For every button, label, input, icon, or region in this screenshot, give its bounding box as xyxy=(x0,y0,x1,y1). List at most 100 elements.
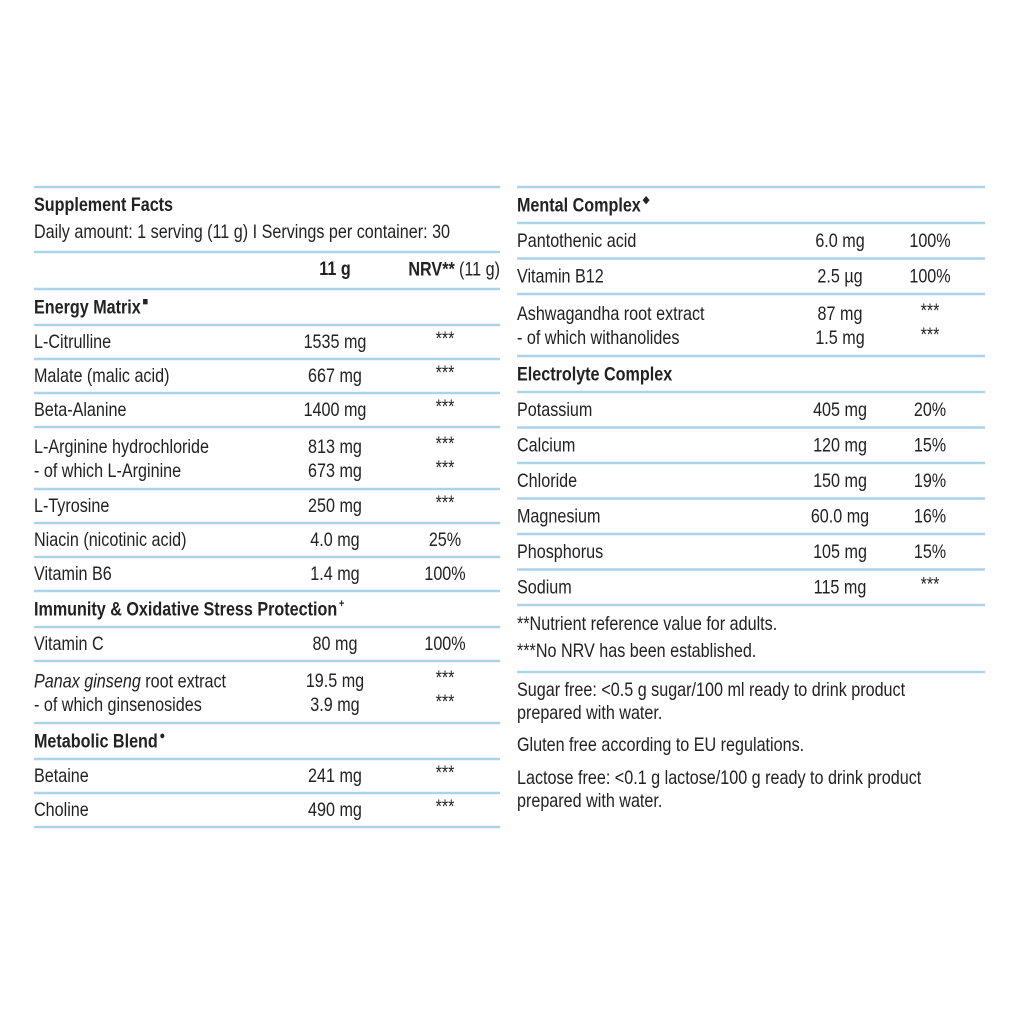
row-amount: 87 mg xyxy=(818,303,863,325)
row-nrv: 15% xyxy=(914,541,947,563)
row-nrv: *** xyxy=(436,396,455,418)
row-nrv: *** xyxy=(921,324,940,346)
row-nrv: 19% xyxy=(914,470,947,492)
heading-marker: ◆ xyxy=(642,194,649,206)
row-name: Ashwagandha root extract xyxy=(517,303,705,325)
row-amount: 1.4 mg xyxy=(310,563,359,585)
row-name: Phosphorus xyxy=(517,541,603,563)
row-name: L-Arginine hydrochloride xyxy=(34,436,209,458)
note: Lactose free: <0.1 g lactose/100 g ready… xyxy=(517,767,921,789)
row-name: Vitamin C xyxy=(34,633,104,655)
row-name-rest: root extract xyxy=(141,670,226,692)
row-nrv: 100% xyxy=(424,563,466,585)
note: Gluten free according to EU regulations. xyxy=(517,734,804,756)
row-nrv: *** xyxy=(436,328,455,350)
heading-text: Mental Complex xyxy=(517,194,641,216)
row-name: Chloride xyxy=(517,470,577,492)
row-nrv: 100% xyxy=(424,633,466,655)
heading-text: Immunity & Oxidative Stress Protection xyxy=(34,598,337,620)
row-name: L-Tyrosine xyxy=(34,495,110,517)
row-nrv: 25% xyxy=(429,529,462,551)
row-amount: 120 mg xyxy=(813,434,867,456)
title: Supplement Facts xyxy=(34,194,173,216)
row-nrv: 16% xyxy=(914,505,947,527)
heading-text: Energy Matrix xyxy=(34,296,141,318)
row-nrv: 100% xyxy=(909,230,951,252)
note: prepared with water. xyxy=(517,702,662,724)
row-amount: 250 mg xyxy=(308,495,362,517)
row-amount: 80 mg xyxy=(313,633,358,655)
row-amount: 4.0 mg xyxy=(310,529,359,551)
row-name: - of which L-Arginine xyxy=(34,460,181,482)
row-nrv: *** xyxy=(436,667,455,689)
row-name: - of which ginsenosides xyxy=(34,694,202,716)
section-heading: Mental Complex ◆ xyxy=(517,194,650,216)
row-nrv: *** xyxy=(921,300,940,322)
row-amount: 60.0 mg xyxy=(811,505,869,527)
footnote: **Nutrient reference value for adults. xyxy=(517,613,777,635)
heading-text: Electrolyte Complex xyxy=(517,363,672,385)
row-nrv: 100% xyxy=(909,265,951,287)
row-amount: 405 mg xyxy=(813,399,867,421)
row-amount: 115 mg xyxy=(814,576,867,598)
row-name: Calcium xyxy=(517,434,575,456)
row-amount: 1400 mg xyxy=(304,399,367,421)
row-amount: 6.0 mg xyxy=(815,230,864,252)
row-amount: 1535 mg xyxy=(304,331,367,353)
row-amount: 105 mg xyxy=(813,541,867,563)
header-nrv-label: NRV** xyxy=(408,258,454,280)
row-name: Vitamin B12 xyxy=(517,265,604,287)
row-nrv: 15% xyxy=(914,434,947,456)
row-nrv: *** xyxy=(436,433,455,455)
row-nrv: 20% xyxy=(914,399,947,421)
row-nrv: *** xyxy=(436,691,455,713)
row-amount: 1.5 mg xyxy=(815,327,864,349)
row-name: Malate (malic acid) xyxy=(34,365,169,387)
row-name-italic: Panax ginseng xyxy=(34,670,141,692)
footnote: ***No NRV has been established. xyxy=(517,640,756,662)
heading-marker: ■ xyxy=(142,296,148,308)
row-name: Panax ginseng root extract xyxy=(34,670,226,692)
row-amount: 3.9 mg xyxy=(310,694,359,716)
note: prepared with water. xyxy=(517,790,662,812)
header-nrv: NRV** (11 g) xyxy=(408,258,500,280)
row-nrv: *** xyxy=(436,762,455,784)
row-name: Magnesium xyxy=(517,505,600,527)
row-name: Sodium xyxy=(517,576,572,598)
row-nrv: *** xyxy=(436,362,455,384)
note: Sugar free: <0.5 g sugar/100 ml ready to… xyxy=(517,679,905,701)
row-name: - of which withanolides xyxy=(517,327,680,349)
row-nrv: *** xyxy=(436,796,455,818)
row-amount: 150 mg xyxy=(813,470,867,492)
row-name: Niacin (nicotinic acid) xyxy=(34,529,187,551)
row-amount: 19.5 mg xyxy=(306,670,364,692)
section-heading: Energy Matrix ■ xyxy=(34,296,148,318)
row-name: Beta-Alanine xyxy=(34,399,127,421)
section-heading: Electrolyte Complex xyxy=(517,363,672,385)
heading-text: Metabolic Blend xyxy=(34,730,158,752)
heading-marker: + xyxy=(339,598,344,610)
heading-marker: ● xyxy=(159,730,165,742)
serving-info: Daily amount: 1 serving (11 g) I Serving… xyxy=(34,221,450,243)
row-amount: 667 mg xyxy=(308,365,362,387)
row-nrv: *** xyxy=(436,492,455,514)
row-name: Pantothenic acid xyxy=(517,230,636,252)
row-name: Choline xyxy=(34,799,89,821)
row-name: L-Citrulline xyxy=(34,331,111,353)
row-name: Vitamin B6 xyxy=(34,563,112,585)
row-amount: 2.5 µg xyxy=(817,265,862,287)
row-amount: 490 mg xyxy=(308,799,362,821)
row-nrv: *** xyxy=(436,457,455,479)
section-heading: Immunity & Oxidative Stress Protection + xyxy=(34,598,344,620)
row-amount: 813 mg xyxy=(308,436,362,458)
header-amount: 11 g xyxy=(319,258,350,280)
row-name: Betaine xyxy=(34,765,89,787)
row-nrv: *** xyxy=(921,573,940,595)
row-amount: 241 mg xyxy=(308,765,362,787)
row-name: Potassium xyxy=(517,399,592,421)
section-heading: Metabolic Blend ● xyxy=(34,730,165,752)
row-amount: 673 mg xyxy=(308,460,362,482)
text-layer: Supplement Facts Daily amount: 1 serving … xyxy=(34,194,951,821)
